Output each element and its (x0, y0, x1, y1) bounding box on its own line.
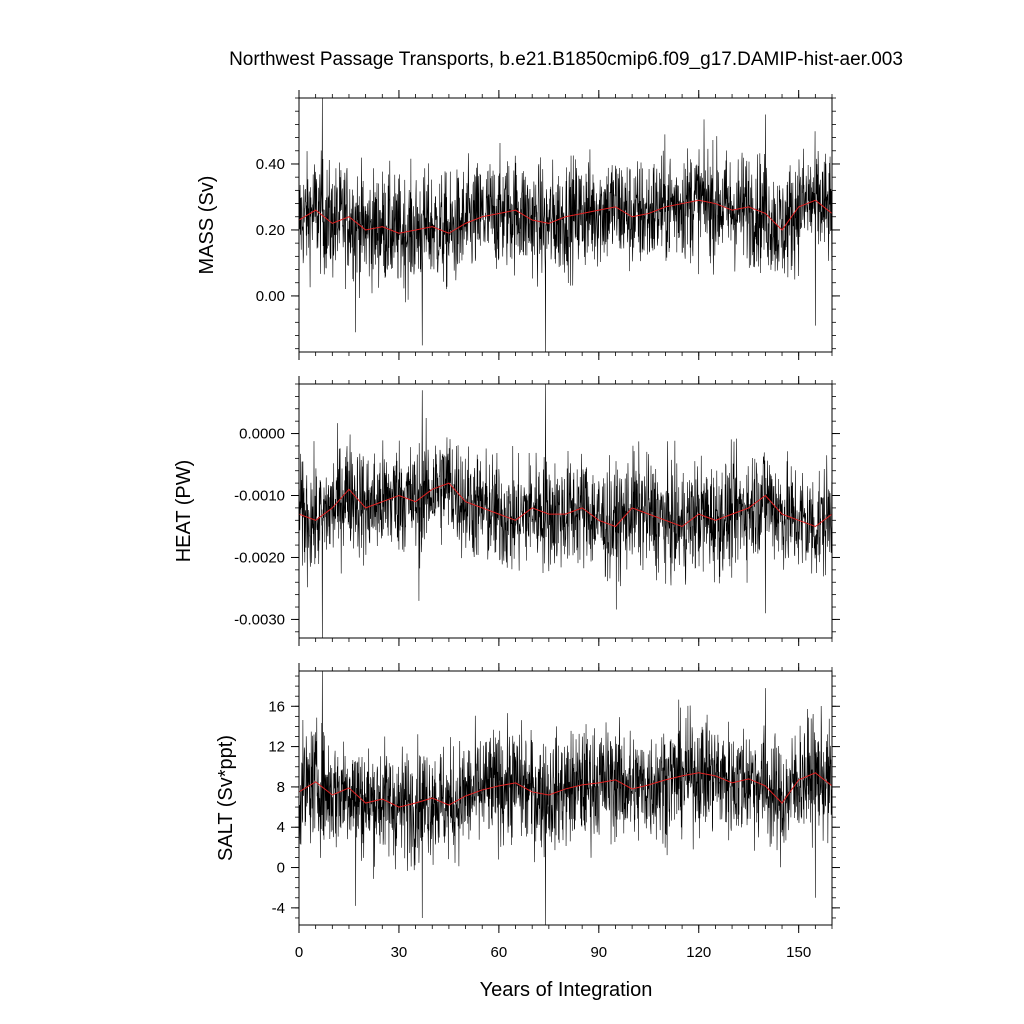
y-tick-label: -4 (272, 900, 285, 917)
series-smoothed-heat (299, 482, 832, 528)
series-monthly-salt (299, 671, 832, 925)
panel-salt: -4 0 4 8 12 16 SALT (Sv*ppt) 0 30 60 90 120 150 (215, 663, 840, 961)
y-tick-label: 0.40 (256, 156, 285, 173)
y-tick-label: -0.0020 (234, 549, 285, 566)
panel-heat: -0.0030 -0.0020 -0.0010 0.0000 HEAT (PW) (173, 376, 840, 646)
x-tick-label: 60 (491, 944, 508, 961)
series-smoothed-salt (299, 772, 832, 808)
y-tick-label: 12 (268, 739, 285, 756)
y-tick-label: 0.00 (256, 288, 285, 305)
y-axis-label: HEAT (PW) (173, 460, 195, 563)
y-axis-label: MASS (Sv) (196, 176, 218, 275)
y-tick-label: 0.0000 (239, 426, 285, 443)
series-monthly-mass (299, 98, 832, 352)
series-smoothed-mass (299, 199, 832, 234)
y-tick-label: 16 (268, 698, 285, 715)
x-tick-label: 0 (295, 944, 303, 961)
y-tick-label: 4 (277, 819, 285, 836)
y-tick-label: 0 (277, 860, 285, 877)
x-tick-label: 90 (590, 944, 607, 961)
x-tick-label: 30 (391, 944, 408, 961)
panel-mass: 0.00 0.20 0.40 MASS (Sv) (196, 90, 840, 360)
x-axis-label: Years of Integration (480, 979, 653, 1001)
x-tick-label: 120 (686, 944, 711, 961)
chart-title: Northwest Passage Transports, b.e21.B185… (229, 49, 903, 70)
y-axis-label: SALT (Sv*ppt) (215, 735, 237, 861)
x-tick-label: 150 (786, 944, 811, 961)
y-tick-label: 8 (277, 779, 285, 796)
series-monthly-heat (299, 384, 832, 638)
y-tick-label: 0.20 (256, 222, 285, 239)
y-tick-label: -0.0030 (234, 611, 285, 628)
y-tick-label: -0.0010 (234, 488, 285, 505)
